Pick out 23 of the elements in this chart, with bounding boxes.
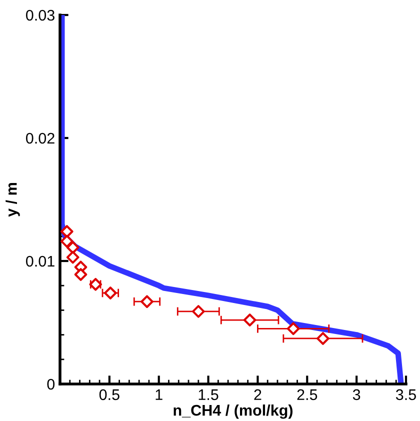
x-tick-label: 2.5 <box>297 389 318 400</box>
point <box>243 314 256 326</box>
point <box>316 332 330 345</box>
y-tick-label: 0.03 <box>26 10 54 21</box>
y-axis-title: y / m <box>6 183 20 217</box>
x-tick-label: 2 <box>254 389 262 400</box>
point <box>74 268 88 281</box>
y-tick-label: 0.01 <box>26 256 54 267</box>
x-tick-label: 1 <box>156 389 162 400</box>
y-tick-label: 0.02 <box>26 132 54 144</box>
y-tick-label: 0 <box>47 378 55 390</box>
point <box>60 225 74 238</box>
point <box>192 305 205 318</box>
point <box>286 322 300 336</box>
x-axis-title: n_CH4 / (mol/kg) <box>174 404 293 419</box>
point <box>66 241 80 254</box>
point <box>60 234 74 248</box>
x-tick-label: 1.5 <box>198 389 218 400</box>
x-tick-label: 0.5 <box>99 389 120 400</box>
point <box>66 250 80 264</box>
point <box>140 295 154 308</box>
x-tick-label: 3 <box>352 389 360 400</box>
x-tick-label: 3.5 <box>396 389 416 400</box>
